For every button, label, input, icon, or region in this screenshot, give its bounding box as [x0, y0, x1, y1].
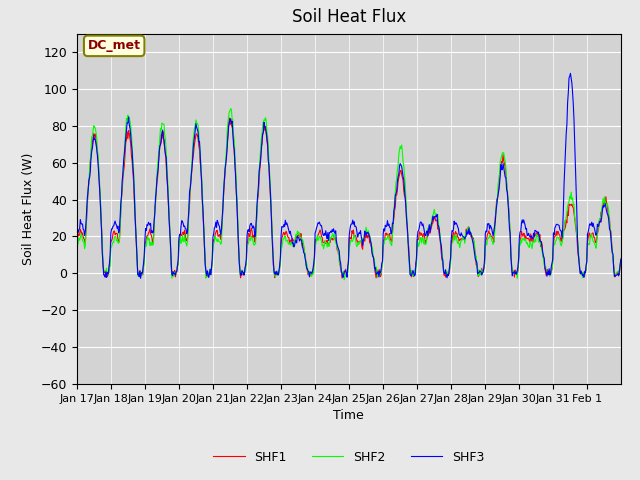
- SHF3: [566, 71, 574, 76]
- SHF1: [437, 243, 445, 249]
- SHF1: [285, 235, 292, 240]
- SHF3: [237, 272, 245, 277]
- Line: SHF2: SHF2: [77, 108, 621, 280]
- SHF3: [436, 235, 444, 240]
- SHF1: [338, 275, 346, 281]
- SHF3: [285, 228, 292, 234]
- SHF2: [285, 241, 292, 247]
- SHF3: [137, 276, 145, 281]
- Y-axis label: Soil Heat Flux (W): Soil Heat Flux (W): [22, 153, 35, 265]
- SHF1: [225, 115, 233, 121]
- Legend: SHF1, SHF2, SHF3: SHF1, SHF2, SHF3: [209, 446, 489, 469]
- SHF2: [264, 144, 272, 150]
- SHF2: [73, 246, 81, 252]
- SHF3: [138, 270, 145, 276]
- SHF3: [406, 259, 413, 265]
- SHF2: [227, 106, 234, 111]
- SHF1: [406, 271, 414, 276]
- SHF1: [73, 240, 81, 246]
- SHF2: [437, 239, 445, 244]
- Line: SHF1: SHF1: [77, 118, 621, 278]
- SHF2: [617, 260, 625, 266]
- SHF2: [237, 267, 245, 273]
- SHF3: [617, 256, 625, 262]
- Title: Soil Heat Flux: Soil Heat Flux: [292, 9, 406, 26]
- X-axis label: Time: Time: [333, 409, 364, 422]
- Line: SHF3: SHF3: [77, 73, 621, 278]
- SHF1: [264, 153, 272, 159]
- SHF2: [137, 272, 145, 277]
- SHF2: [406, 270, 414, 276]
- SHF2: [340, 277, 348, 283]
- SHF1: [137, 272, 145, 278]
- Text: DC_met: DC_met: [88, 39, 141, 52]
- SHF1: [617, 258, 625, 264]
- SHF3: [264, 158, 272, 164]
- SHF3: [73, 230, 81, 236]
- SHF1: [237, 270, 245, 276]
